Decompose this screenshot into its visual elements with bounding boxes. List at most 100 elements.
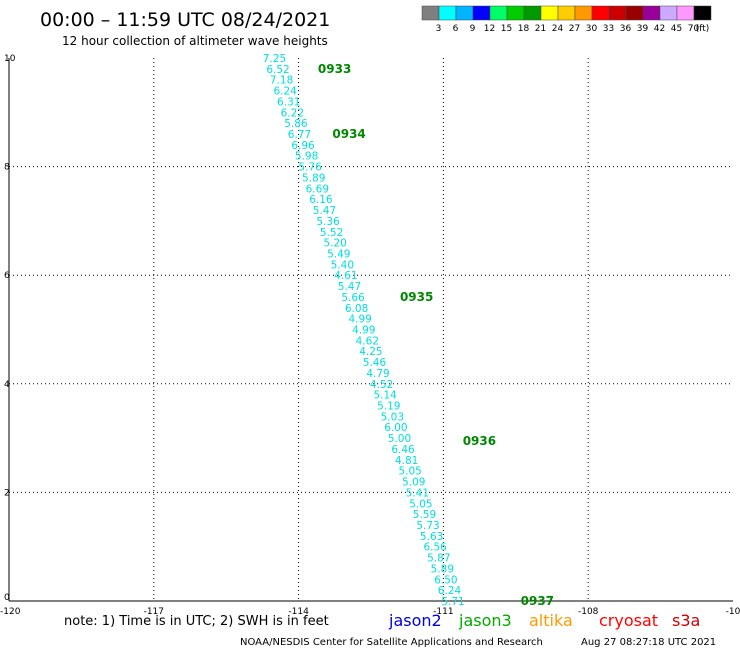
x-tick-label: -114 xyxy=(288,607,309,617)
colorbar-label: 15 xyxy=(501,24,512,34)
page-title: 00:00 – 11:59 UTC 08/24/2021 xyxy=(40,9,330,31)
wave-height-value: 6.96 xyxy=(291,140,315,152)
wave-height-value: 4.79 xyxy=(366,368,389,380)
wave-height-value: 6.00 xyxy=(384,422,407,434)
wave-height-value: 5.47 xyxy=(338,281,361,293)
satellite-track: 7.256.527.186.246.316.225.866.776.965.98… xyxy=(263,53,465,608)
wave-height-value: 5.05 xyxy=(398,466,421,478)
wave-height-value: 6.31 xyxy=(277,96,300,108)
colorbar-label: 12 xyxy=(484,24,495,34)
wave-height-value: 5.59 xyxy=(413,509,436,521)
wave-height-value: 5.09 xyxy=(402,477,425,489)
wave-height-value: 6.22 xyxy=(281,107,304,119)
colorbar-swatch xyxy=(659,5,678,21)
satellite-name: jason3 xyxy=(458,611,512,630)
x-tick-label: -117 xyxy=(144,607,164,617)
satellite-name: jason2 xyxy=(388,611,442,630)
colorbar-label: 3 xyxy=(436,24,442,34)
wave-height-value: 6.69 xyxy=(306,183,329,195)
colorbar-swatch xyxy=(455,5,474,21)
wave-height-value: 5.89 xyxy=(302,172,325,184)
wave-height-value: 5.63 xyxy=(420,531,443,543)
wave-height-value: 5.20 xyxy=(323,238,346,250)
wave-height-value: 4.99 xyxy=(352,325,375,337)
y-tick-label: 6 xyxy=(4,271,10,281)
wave-height-value: 4.62 xyxy=(356,335,379,347)
colorbar-swatch xyxy=(506,5,525,21)
wave-height-value: 6.56 xyxy=(423,542,447,554)
colorbar-swatch xyxy=(574,5,593,21)
wave-height-value: 6.50 xyxy=(434,574,457,586)
wave-height-value: 6.46 xyxy=(391,444,415,456)
time-label: 0933 xyxy=(318,62,351,76)
wave-height-value: 4.61 xyxy=(334,270,357,282)
colorbar-swatch xyxy=(540,5,559,21)
y-tick-label: 0 xyxy=(4,593,10,603)
colorbar-label: 33 xyxy=(603,24,614,34)
wave-height-value: 6.08 xyxy=(345,303,368,315)
colorbar-swatch xyxy=(472,5,491,21)
colorbar-label: (ft) xyxy=(696,24,710,34)
colorbar-swatch xyxy=(608,5,627,21)
wave-height-value: 5.36 xyxy=(316,216,340,228)
wave-height-value: 6.52 xyxy=(266,64,289,76)
wave-height-value: 5.03 xyxy=(381,411,404,423)
wave-height-value: 5.14 xyxy=(373,390,397,402)
satellite-legend: jason2 jason3 altika cryosat s3a xyxy=(388,611,700,630)
x-tick-label: -10 xyxy=(726,607,740,617)
colorbar-label: 9 xyxy=(470,24,476,34)
colorbar-swatch xyxy=(421,5,440,21)
colorbar-label: 18 xyxy=(518,24,530,34)
wave-height-value: 6.24 xyxy=(438,585,462,597)
colorbar-swatch xyxy=(642,5,661,21)
colorbar-label: 42 xyxy=(654,24,665,34)
wave-height-value: 7.25 xyxy=(263,53,286,65)
page-subtitle: 12 hour collection of altimeter wave hei… xyxy=(62,34,328,48)
time-label: 0936 xyxy=(463,434,496,448)
colorbar-label: 45 xyxy=(671,24,682,34)
wave-height-value: 6.77 xyxy=(288,129,311,141)
wave-height-colorbar: 3 6 9 12 15 18 21 24 27 30 33 36 39 42 45 70(ft) xyxy=(421,5,712,34)
wave-height-value: 5.05 xyxy=(409,498,432,510)
wave-height-value: 5.00 xyxy=(388,433,411,445)
wave-height-value: 5.19 xyxy=(377,401,400,413)
y-tick-label: 10 xyxy=(4,54,16,64)
wave-height-value: 4.81 xyxy=(395,455,418,467)
colorbar-label: 39 xyxy=(637,24,649,34)
footnote: note: 1) Time is in UTC; 2) SWH is in fe… xyxy=(64,614,329,629)
wave-height-value: 5.76 xyxy=(298,162,322,174)
colorbar-swatch xyxy=(625,5,644,21)
credit-text: NOAA/NESDIS Center for Satellite Applica… xyxy=(240,637,543,648)
colorbar-swatch xyxy=(693,5,712,21)
colorbar-swatch xyxy=(676,5,695,21)
colorbar-label: 27 xyxy=(569,24,580,34)
wave-height-value: 7.18 xyxy=(270,75,293,87)
wave-height-value: 5.98 xyxy=(295,151,318,163)
colorbar-label: 21 xyxy=(535,24,546,34)
map-grid: -120 -117 -114 -111 -108 -10 0 2 4 6 8 10 xyxy=(0,54,740,617)
colorbar-swatch xyxy=(591,5,610,21)
satellite-name: cryosat xyxy=(599,611,658,630)
wave-height-value: 5.71 xyxy=(441,596,464,608)
satellite-name: altika xyxy=(529,611,573,630)
x-tick-label: -111 xyxy=(433,607,453,617)
colorbar-swatch xyxy=(438,5,457,21)
wave-height-value: 5.49 xyxy=(327,248,350,260)
satellite-name: s3a xyxy=(672,611,700,630)
colorbar-swatch xyxy=(557,5,576,21)
time-labels: 0933 0934 0935 0936 0937 xyxy=(318,62,554,608)
colorbar-label: 70 xyxy=(688,24,700,34)
colorbar-label: 6 xyxy=(453,24,459,34)
colorbar-label: 36 xyxy=(620,24,632,34)
colorbar-swatch xyxy=(523,5,542,21)
time-label: 0937 xyxy=(521,594,554,608)
x-tick-label: -108 xyxy=(578,607,599,617)
x-tick-label: -120 xyxy=(0,607,21,617)
wave-height-value: 6.16 xyxy=(309,194,333,206)
timestamp-text: Aug 27 08:27:18 UTC 2021 xyxy=(581,637,716,648)
colorbar-swatch xyxy=(489,5,508,21)
y-tick-label: 2 xyxy=(4,488,10,498)
wave-height-value: 5.40 xyxy=(331,259,354,271)
time-label: 0935 xyxy=(400,290,433,304)
